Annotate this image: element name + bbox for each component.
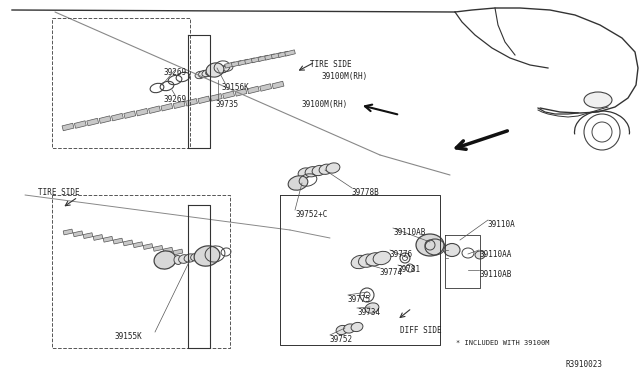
Ellipse shape [366, 253, 383, 266]
Ellipse shape [210, 67, 222, 75]
Ellipse shape [191, 253, 202, 261]
Ellipse shape [344, 324, 355, 333]
Text: 39100M(RH): 39100M(RH) [302, 100, 348, 109]
Text: 39269: 39269 [163, 68, 187, 77]
Text: 39752: 39752 [330, 335, 353, 344]
Ellipse shape [198, 70, 209, 78]
Text: 39110AA: 39110AA [479, 250, 511, 259]
Text: R3910023: R3910023 [565, 360, 602, 369]
Polygon shape [124, 111, 136, 118]
Ellipse shape [351, 255, 369, 269]
Ellipse shape [174, 256, 182, 264]
Text: 39735: 39735 [216, 100, 239, 109]
Text: 39110AB: 39110AB [393, 228, 426, 237]
Polygon shape [153, 246, 163, 251]
Ellipse shape [444, 244, 460, 257]
Text: 39774: 39774 [380, 268, 403, 277]
Polygon shape [173, 101, 185, 109]
Text: 39776: 39776 [390, 250, 413, 259]
Polygon shape [74, 121, 86, 128]
Polygon shape [173, 249, 183, 255]
Ellipse shape [198, 252, 206, 260]
Polygon shape [285, 50, 295, 56]
Ellipse shape [584, 92, 612, 108]
Text: 39752+C: 39752+C [295, 210, 328, 219]
Ellipse shape [351, 323, 363, 331]
Ellipse shape [326, 163, 340, 173]
Polygon shape [244, 58, 255, 64]
Polygon shape [186, 99, 198, 106]
Polygon shape [231, 61, 242, 67]
Ellipse shape [184, 254, 196, 262]
Text: 39734: 39734 [357, 308, 380, 317]
Polygon shape [223, 91, 234, 99]
Ellipse shape [154, 251, 176, 269]
Polygon shape [225, 62, 236, 68]
Ellipse shape [202, 69, 214, 77]
Polygon shape [87, 118, 99, 126]
Ellipse shape [194, 246, 220, 266]
Ellipse shape [365, 303, 379, 313]
Polygon shape [143, 244, 153, 250]
Polygon shape [93, 235, 103, 240]
Ellipse shape [298, 168, 312, 178]
Polygon shape [252, 57, 262, 63]
Text: 39110A: 39110A [488, 220, 516, 229]
Polygon shape [136, 108, 148, 116]
Polygon shape [83, 233, 93, 238]
Polygon shape [113, 238, 123, 244]
Polygon shape [211, 94, 222, 101]
Ellipse shape [336, 326, 348, 334]
Text: 39778B: 39778B [352, 188, 380, 197]
Polygon shape [161, 103, 173, 111]
Ellipse shape [205, 68, 218, 76]
Text: DIFF SIDE: DIFF SIDE [400, 326, 442, 335]
Polygon shape [278, 51, 289, 58]
Ellipse shape [195, 71, 205, 79]
Text: 39269: 39269 [163, 95, 187, 104]
Text: 39100M(RH): 39100M(RH) [322, 72, 368, 81]
Polygon shape [73, 231, 83, 237]
Text: TIRE SIDE: TIRE SIDE [38, 188, 79, 197]
Polygon shape [99, 116, 111, 124]
Polygon shape [271, 52, 282, 59]
Polygon shape [111, 113, 124, 121]
Polygon shape [198, 96, 210, 103]
Text: * INCLUDED WITH 39100M: * INCLUDED WITH 39100M [456, 340, 550, 346]
Polygon shape [235, 89, 247, 96]
Text: 39781: 39781 [398, 265, 421, 274]
Polygon shape [123, 240, 133, 246]
Ellipse shape [305, 167, 319, 177]
Polygon shape [260, 84, 271, 91]
Polygon shape [148, 106, 161, 113]
Polygon shape [265, 54, 275, 60]
Ellipse shape [373, 251, 391, 264]
Ellipse shape [319, 164, 333, 174]
Polygon shape [163, 247, 173, 253]
Polygon shape [247, 86, 259, 94]
Ellipse shape [288, 176, 308, 190]
Polygon shape [103, 236, 113, 242]
Polygon shape [258, 55, 269, 61]
Polygon shape [133, 242, 143, 248]
Ellipse shape [218, 65, 230, 73]
Polygon shape [62, 123, 74, 131]
Text: 39155K: 39155K [114, 332, 142, 341]
Ellipse shape [223, 65, 233, 71]
Text: TIRE SIDE: TIRE SIDE [310, 60, 351, 69]
Ellipse shape [179, 255, 189, 263]
Text: 39110AB: 39110AB [479, 270, 511, 279]
Ellipse shape [214, 67, 226, 74]
Ellipse shape [475, 251, 485, 259]
Ellipse shape [206, 63, 224, 77]
Polygon shape [272, 81, 284, 89]
Ellipse shape [416, 234, 444, 256]
Text: 39156K: 39156K [222, 83, 250, 92]
Text: 39775: 39775 [348, 295, 371, 304]
Ellipse shape [312, 166, 326, 176]
Polygon shape [63, 229, 73, 235]
Ellipse shape [358, 254, 376, 267]
Polygon shape [238, 59, 249, 65]
